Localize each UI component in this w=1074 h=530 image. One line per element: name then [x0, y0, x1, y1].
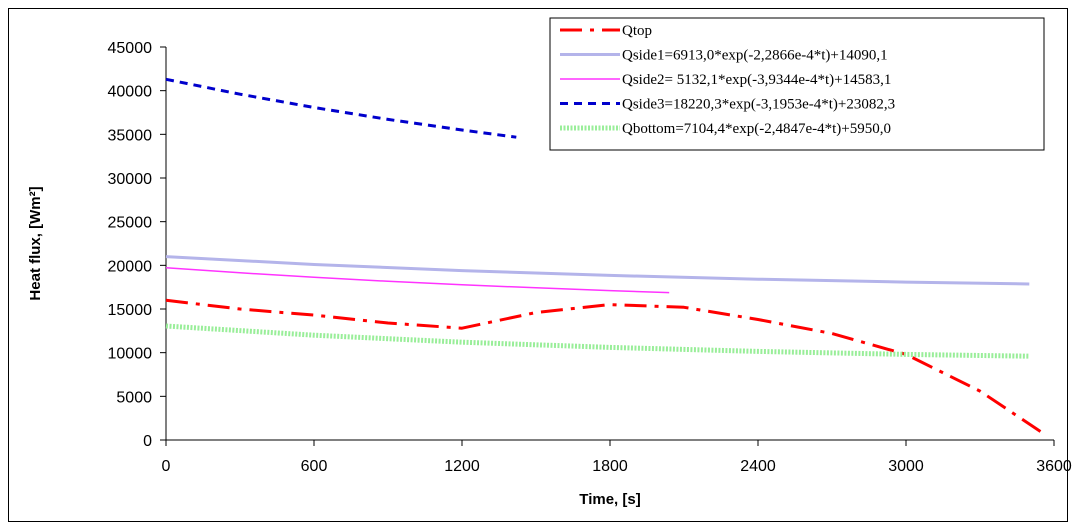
legend-label: Qside1=6913,0*exp(-2,2866e-4*t)+14090,1	[622, 48, 888, 64]
y-tick-label: 0	[143, 433, 152, 450]
x-tick-label: 1800	[592, 458, 628, 475]
x-tick-label: 2400	[740, 458, 776, 475]
y-tick-label: 15000	[108, 302, 153, 319]
y-tick-label: 20000	[108, 258, 153, 275]
y-tick-label: 35000	[108, 127, 153, 144]
y-tick-label: 5000	[116, 389, 152, 406]
legend-box	[549, 17, 1045, 151]
legend-label: Qtop	[622, 23, 652, 39]
x-tick-label: 1200	[444, 458, 480, 475]
legend-label: Qside3=18220,3*exp(-3,1953e-4*t)+23082,3	[622, 97, 895, 113]
x-tick-label: 0	[162, 458, 171, 475]
y-tick-label: 45000	[108, 40, 153, 57]
series-line-4	[165, 323, 1030, 359]
series-line-1	[165, 255, 1030, 286]
y-axis-title: Heat flux, [Wm²]	[27, 186, 44, 300]
legend: Qtop Qside1=6913,0*exp(-2,2866e-4*t)+1409…	[549, 17, 1045, 151]
x-tick-labels: 0 600 1200 1800 2400 3000 3600	[162, 440, 1072, 475]
y-tick-label: 10000	[108, 346, 153, 363]
series-line-2	[165, 267, 670, 294]
y-tick-label: 40000	[108, 84, 153, 101]
y-tick-label: 25000	[108, 215, 153, 232]
y-tick-label: 30000	[108, 171, 153, 188]
x-tick-label: 600	[301, 458, 328, 475]
legend-label: Qside2= 5132,1*exp(-3,9344e-4*t)+14583,1	[622, 72, 891, 88]
x-tick-label: 3600	[1036, 458, 1072, 475]
y-tick-labels: 0 5000 10000 15000 20000 25000 30000 35000 40000…	[108, 40, 166, 450]
series-layer	[165, 77, 1045, 436]
legend-label: Qbottom=7104,4*exp(-2,4847e-4*t)+5950,0	[622, 121, 891, 137]
x-tick-label: 3000	[888, 458, 924, 475]
x-axis-title: Time, [s]	[579, 491, 640, 508]
series-line-3	[165, 77, 517, 139]
series-line-0	[165, 298, 1045, 436]
